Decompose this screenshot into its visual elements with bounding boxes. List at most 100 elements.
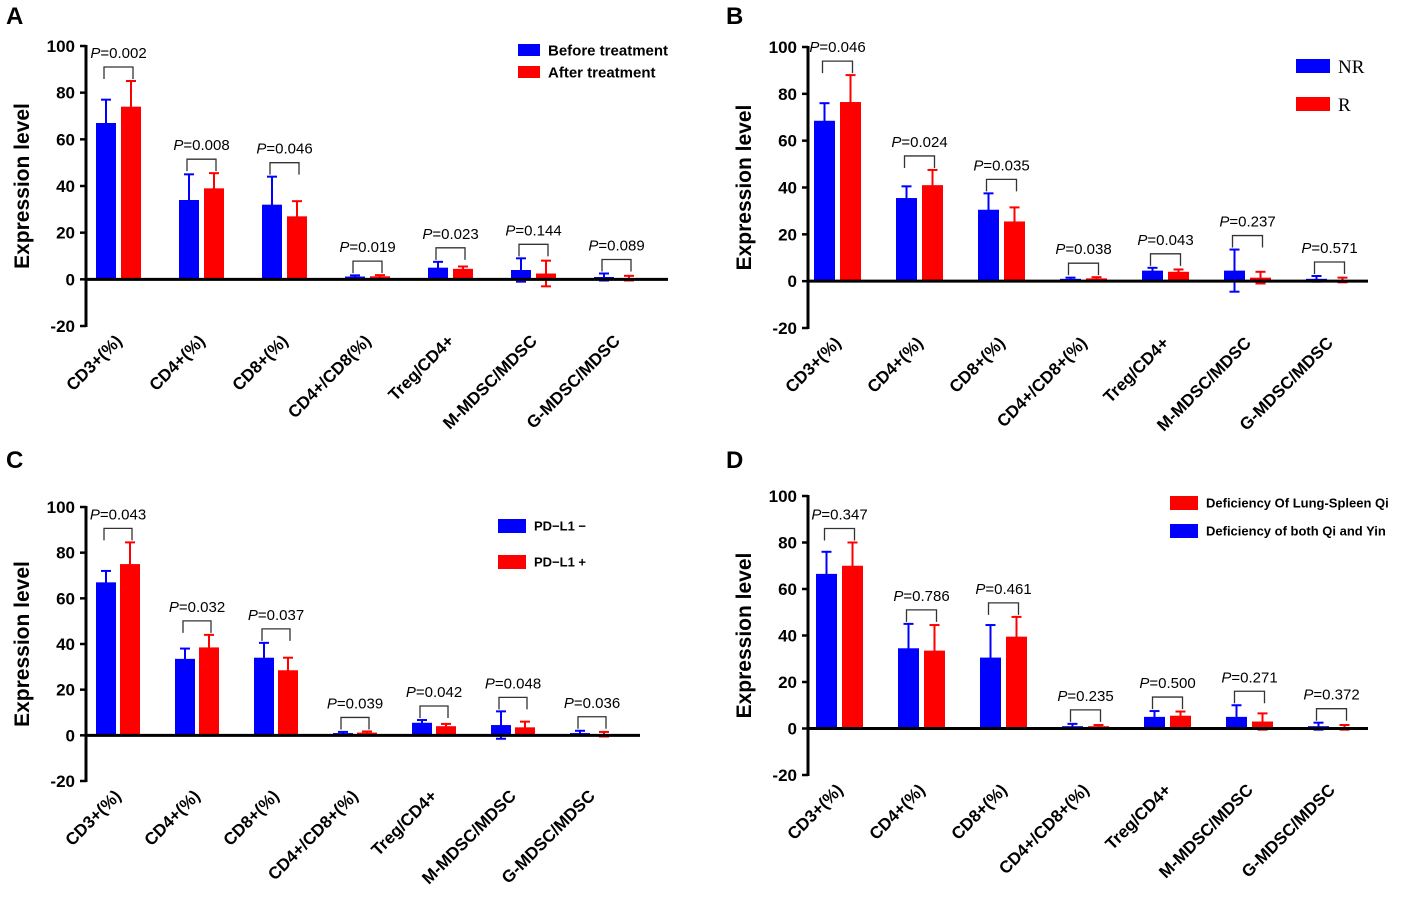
x-tick-label: CD4+(%) [866, 780, 929, 843]
p-value-label: P=0.008 [173, 137, 229, 154]
significance-bracket [435, 247, 466, 260]
y-tick-label: 0 [788, 272, 797, 291]
p-value-label: P=0.042 [406, 684, 462, 701]
p-symbol: P [169, 599, 179, 616]
p-symbol: P [1137, 232, 1147, 249]
legend-label: Deficiency Of Lung-Spleen Qi [1206, 496, 1389, 511]
p-value: =0.237 [1229, 214, 1275, 231]
y-tick-label: 80 [778, 534, 797, 553]
significance-bracket [1313, 261, 1346, 275]
panel-letter: A [6, 3, 23, 30]
y-tick-label: -20 [50, 772, 75, 791]
legend-label: Deficiency of both Qi and Yin [1206, 524, 1386, 539]
legend-swatch [518, 66, 540, 78]
p-value-label: P=0.144 [505, 222, 561, 239]
p-symbol: P [1139, 675, 1149, 692]
p-value-label: P=0.024 [891, 134, 947, 151]
p-value-label: P=0.347 [811, 507, 867, 524]
legend-swatch [1296, 59, 1330, 73]
bar-series1 [814, 120, 835, 282]
p-symbol: P [1057, 688, 1067, 705]
bar-series2 [1170, 715, 1191, 729]
p-symbol: P [811, 507, 821, 524]
p-symbol: P [173, 137, 183, 154]
y-tick-label: 20 [56, 224, 75, 243]
significance-bracket [1069, 709, 1102, 722]
p-value-label: P=0.461 [975, 581, 1031, 598]
p-value: =0.144 [515, 222, 561, 239]
p-symbol: P [1219, 214, 1229, 231]
p-value: =0.024 [901, 134, 947, 151]
p-symbol: P [485, 675, 495, 692]
p-value: =0.019 [349, 239, 395, 256]
p-value-label: P=0.023 [422, 226, 478, 243]
p-value: =0.500 [1149, 675, 1195, 692]
p-symbol: P [588, 238, 598, 255]
bar-series2 [1006, 636, 1027, 729]
bar-series2 [436, 726, 456, 736]
p-value-label: P=0.002 [90, 45, 146, 62]
p-value-label: P=0.271 [1221, 669, 1277, 686]
x-tick-label: CD3+(%) [782, 333, 845, 396]
y-tick-label: 40 [56, 177, 75, 196]
p-value-label: P=0.019 [339, 239, 395, 256]
significance-bracket [601, 258, 632, 272]
p-value-label: P=0.043 [1137, 232, 1193, 249]
bar-series1 [254, 657, 274, 736]
legend-label: After treatment [548, 64, 656, 81]
significance-bracket [1067, 262, 1100, 276]
significance-bracket [261, 628, 291, 641]
p-value: =0.046 [819, 39, 865, 56]
x-tick-label: CD4+(%) [141, 786, 204, 849]
p-value-label: P=0.039 [327, 695, 383, 712]
p-symbol: P [891, 134, 901, 151]
bar-series2 [199, 647, 219, 736]
x-tick-label: CD4+/CD8(%) [284, 331, 375, 422]
p-value-label: P=0.043 [90, 506, 146, 523]
bar-series2 [922, 185, 943, 282]
p-value: =0.035 [983, 157, 1029, 174]
y-tick-label: 60 [56, 589, 75, 608]
significance-bracket [577, 716, 607, 729]
p-value-label: P=0.032 [169, 599, 225, 616]
y-tick-label: 100 [47, 37, 75, 56]
x-tick-label: CD8+(%) [220, 786, 283, 849]
x-tick-label: CD8+(%) [948, 780, 1011, 843]
bar-series1 [980, 657, 1001, 729]
bar-series1 [179, 200, 199, 280]
bar-series1 [896, 198, 917, 282]
x-tick-label: Treg/CD4+ [385, 331, 458, 404]
bar-series2 [1004, 221, 1025, 282]
y-axis-label: Expression level [11, 561, 34, 727]
p-value: =0.002 [100, 45, 146, 62]
legend-label: NR [1338, 57, 1365, 78]
significance-bracket [352, 260, 383, 274]
x-tick-label: CD8+(%) [229, 331, 292, 394]
legend-swatch [518, 44, 540, 56]
y-tick-label: 60 [778, 580, 797, 599]
legend-label: R [1338, 95, 1351, 116]
p-symbol: P [1301, 240, 1311, 257]
p-symbol: P [893, 588, 903, 605]
significance-bracket [340, 716, 370, 730]
p-value: =0.347 [821, 507, 867, 524]
y-tick-label: 40 [778, 179, 797, 198]
p-value: =0.571 [1311, 240, 1357, 257]
p-value-label: P=0.035 [973, 157, 1029, 174]
legend-swatch [1296, 97, 1330, 111]
bar-series2 [278, 670, 298, 736]
significance-bracket [419, 705, 449, 719]
p-value: =0.032 [179, 599, 225, 616]
p-value-label: P=0.046 [809, 39, 865, 56]
significance-bracket [186, 158, 217, 172]
p-symbol: P [339, 239, 349, 256]
p-value-label: P=0.235 [1057, 688, 1113, 705]
panel-letter: C [6, 447, 23, 474]
significance-bracket [103, 66, 134, 79]
significance-bracket [1315, 708, 1348, 721]
bar-series1 [96, 582, 116, 736]
